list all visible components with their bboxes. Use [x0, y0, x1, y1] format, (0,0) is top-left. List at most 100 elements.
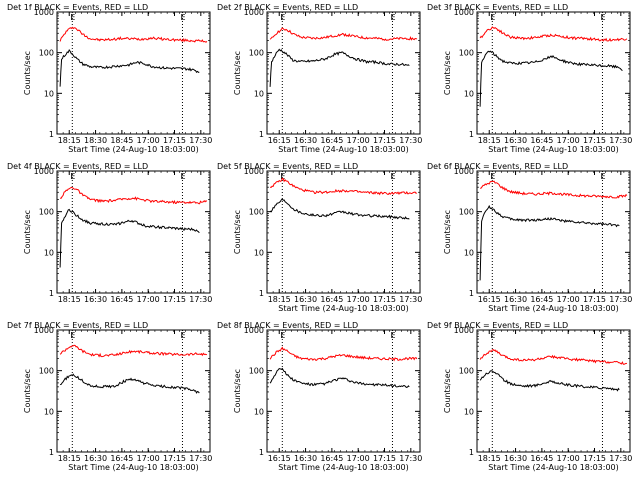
x-tick-label: 18:45: [110, 136, 133, 145]
y-axis-label: Counts/sec: [233, 369, 242, 413]
x-tick-label: 16:45: [530, 454, 553, 463]
event-marker-label: E: [70, 172, 75, 181]
lld-series-line: [269, 27, 418, 41]
x-tick-label: 17:00: [347, 454, 370, 463]
x-tick-label: 17:00: [137, 295, 160, 304]
y-tick-label: 1: [259, 289, 264, 298]
x-tick-label: 17:15: [163, 295, 186, 304]
x-tick-label: 16:30: [294, 136, 317, 145]
y-tick-label: 1: [469, 448, 474, 457]
x-tick-label: 16:30: [84, 454, 107, 463]
chart-title: Det 6f BLACK = Events, RED = LLD: [427, 162, 568, 171]
y-axis-label: Counts/sec: [443, 51, 452, 95]
x-tick-label: 16:30: [294, 295, 317, 304]
x-tick-label: 18:15: [58, 295, 81, 304]
x-tick-label: 16:30: [294, 454, 317, 463]
x-tick-label: 16:30: [504, 136, 527, 145]
x-tick-label: 17:00: [347, 295, 370, 304]
events-series-line: [269, 48, 410, 87]
chart-title: Det 4f BLACK = Events, RED = LLD: [7, 162, 148, 171]
y-tick-label: 10: [254, 89, 264, 98]
x-tick-label: 17:00: [137, 136, 160, 145]
x-axis-label: Start Time (24-Aug-10 18:03:00): [278, 463, 409, 472]
y-tick-label: 1000: [34, 167, 54, 176]
chart-title: Det 1f BLACK = Events, RED = LLD: [7, 3, 148, 12]
y-axis-label: Counts/sec: [443, 210, 452, 254]
event-marker-label: E: [180, 13, 185, 22]
x-tick-label: 17:30: [399, 454, 422, 463]
lld-series-line: [59, 344, 207, 358]
event-marker-label: E: [600, 13, 605, 22]
x-tick-label: 16:15: [478, 295, 501, 304]
plot-frame: [56, 170, 211, 294]
lld-series-line: [479, 349, 627, 365]
y-tick-label: 1: [259, 130, 264, 139]
x-tick-label: 17:15: [583, 454, 606, 463]
plot-frame: [266, 11, 421, 135]
event-marker-label: E: [280, 13, 285, 22]
x-tick-label: 18:15: [478, 454, 501, 463]
x-tick-label: 17:30: [189, 136, 212, 145]
y-tick-label: 100: [459, 49, 474, 58]
x-tick-label: 16:15: [268, 454, 291, 463]
lld-series-line: [479, 26, 628, 42]
events-series-line: [479, 50, 623, 107]
chart-title: Det 2f BLACK = Events, RED = LLD: [217, 3, 358, 12]
event-marker-label: E: [180, 172, 185, 181]
event-marker-label: E: [280, 172, 285, 181]
y-tick-label: 1000: [34, 326, 54, 335]
x-tick-label: 17:00: [557, 454, 580, 463]
y-tick-label: 1: [259, 448, 264, 457]
y-tick-label: 100: [39, 49, 54, 58]
x-axis-label: Start Time (24-Aug-10 18:03:00): [488, 463, 619, 472]
plot-frame: [266, 329, 421, 453]
y-axis-label: Counts/sec: [23, 51, 32, 95]
x-tick-label: 17:15: [373, 454, 396, 463]
y-tick-label: 1: [469, 289, 474, 298]
x-tick-label: 16:45: [320, 454, 343, 463]
chart-panel: Det 3f BLACK = Events, RED = LLD 1 10 100 10…: [427, 3, 632, 154]
y-tick-label: 100: [459, 208, 474, 217]
x-axis-label: Start Time (24-Aug-10 18:03:00): [68, 145, 199, 154]
event-marker-label: E: [180, 331, 185, 340]
y-tick-label: 10: [254, 407, 264, 416]
y-tick-label: 100: [249, 367, 264, 376]
x-tick-label: 17:15: [373, 295, 396, 304]
y-tick-label: 1000: [454, 326, 474, 335]
x-axis-label: Start Time (24-Aug-10 18:03:00): [488, 145, 619, 154]
chart-panel: Det 5f BLACK = Events, RED = LLD 1 10 100 10…: [217, 162, 422, 313]
event-marker-label: E: [280, 331, 285, 340]
lld-series-line: [60, 186, 208, 205]
x-tick-label: 17:15: [163, 454, 186, 463]
x-tick-label: 16:45: [530, 136, 553, 145]
lld-series-line: [59, 26, 208, 43]
y-axis-label: Counts/sec: [443, 369, 452, 413]
x-tick-label: 17:00: [137, 454, 160, 463]
chart-title: Det 3f BLACK = Events, RED = LLD: [427, 3, 568, 12]
event-marker-label: E: [70, 331, 75, 340]
chart-panel: Det 6f BLACK = Events, RED = LLD 1 10 100 10…: [427, 162, 632, 313]
x-tick-label: 16:45: [530, 295, 553, 304]
events-series-line: [479, 370, 620, 392]
x-tick-label: 17:30: [399, 136, 422, 145]
y-tick-label: 1000: [244, 8, 264, 17]
x-axis-label: Start Time (24-Aug-10 18:03:00): [278, 145, 409, 154]
x-tick-label: 16:45: [320, 136, 343, 145]
x-tick-label: 16:45: [110, 454, 133, 463]
plot-frame: [56, 329, 211, 453]
event-marker-label: E: [490, 13, 495, 22]
plot-frame: [476, 329, 631, 453]
y-tick-label: 100: [459, 367, 474, 376]
event-marker-label: E: [390, 172, 395, 181]
y-tick-label: 1000: [454, 8, 474, 17]
y-tick-label: 1000: [244, 167, 264, 176]
x-tick-label: 17:15: [583, 295, 606, 304]
plot-frame: [476, 170, 631, 294]
chart-panel: Det 2f BLACK = Events, RED = LLD 1 10 100 10…: [217, 3, 422, 154]
x-tick-label: 17:30: [399, 295, 422, 304]
x-tick-label: 17:30: [189, 454, 212, 463]
y-tick-label: 10: [44, 248, 54, 257]
events-series-line: [269, 367, 410, 388]
event-marker-label: E: [600, 172, 605, 181]
